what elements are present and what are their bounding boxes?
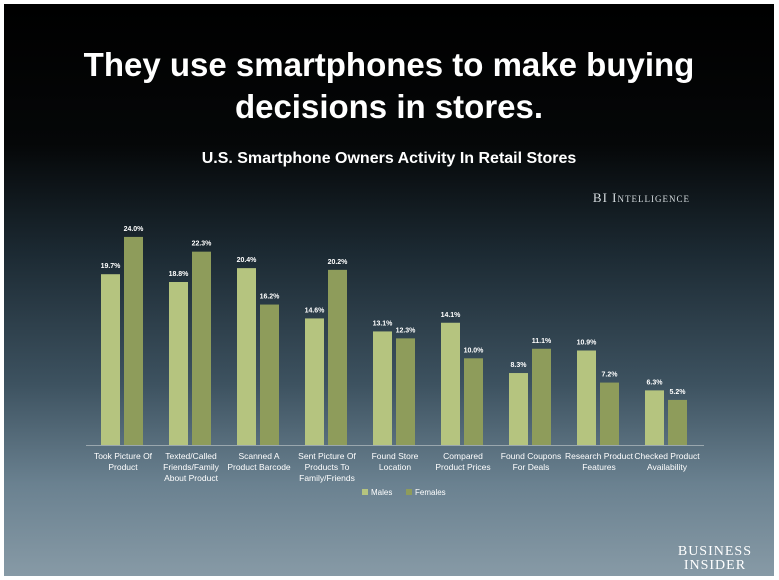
bar-females-5 (464, 358, 483, 445)
bar-females-7 (600, 382, 619, 445)
bar-males-4 (373, 331, 392, 445)
bar-males-7 (577, 350, 596, 445)
category-label-1: Texted/Called Friends/Family About Product (163, 451, 219, 483)
data-label-females-0: 24.0% (124, 226, 145, 233)
data-label-males-8: 6.3% (647, 379, 664, 386)
category-label-line: Found Store (372, 451, 419, 461)
bar-males-2 (237, 268, 256, 445)
data-label-males-1: 18.8% (169, 271, 190, 278)
category-label-line: Friends/Family (163, 462, 219, 472)
publisher-line-2: INSIDER (683, 558, 747, 573)
bar-females-6 (532, 348, 551, 445)
category-label-line: Found Coupons (501, 451, 562, 461)
category-label-line: Family/Friends (299, 473, 355, 483)
category-label-line: Checked Product (634, 451, 700, 461)
data-label-males-4: 13.1% (373, 320, 394, 327)
category-label-2: Scanned A Product Barcode (227, 451, 291, 472)
bar-males-3 (305, 318, 324, 445)
bar-males-5 (441, 322, 460, 445)
data-label-females-1: 22.3% (192, 241, 213, 248)
category-label-line: About Product (164, 473, 219, 483)
category-label-3: Sent Picture Of Products To Family/Friends (298, 451, 356, 483)
category-label-line: Products To (305, 462, 350, 472)
category-label-line: Product Prices (435, 462, 490, 472)
business-insider-logo: BUSINESS INSIDER (678, 545, 752, 573)
bar-females-8 (668, 399, 687, 445)
data-label-males-6: 8.3% (511, 362, 528, 369)
data-label-females-5: 10.0% (464, 347, 485, 354)
data-label-females-4: 12.3% (396, 327, 417, 334)
data-label-females-8: 5.2% (670, 389, 687, 396)
data-label-males-3: 14.6% (305, 307, 326, 314)
category-label-line: Availability (647, 462, 688, 472)
data-label-females-7: 7.2% (602, 372, 619, 379)
chart-title: U.S. Smartphone Owners Activity In Retai… (201, 150, 577, 167)
bar-females-1 (192, 251, 211, 445)
category-label-8: Checked Product Availability (634, 451, 700, 472)
bar-females-3 (328, 269, 347, 445)
data-label-males-7: 10.9% (577, 339, 598, 346)
category-label-4: Found Store Location (372, 451, 419, 472)
category-label-line: Location (379, 462, 411, 472)
category-label-line: Texted/Called (165, 451, 217, 461)
legend-swatch-females (406, 489, 412, 495)
data-label-males-0: 19.7% (101, 263, 122, 270)
data-label-females-2: 16.2% (260, 294, 281, 301)
publisher-line-1: BUSINESS (677, 544, 752, 559)
category-label-line: Product (108, 462, 138, 472)
headline: They use smartphones to make buying deci… (83, 46, 695, 125)
bar-males-8 (645, 390, 664, 445)
bar-females-4 (396, 338, 415, 445)
category-label-line: Scanned A (238, 451, 279, 461)
data-label-females-6: 11.1% (532, 338, 552, 345)
data-label-females-3: 20.2% (328, 259, 349, 266)
category-label-line: Research Product (565, 451, 634, 461)
bar-chart: 19.7% 24.0% Took Picture Of Product 18.8% 22.… (86, 226, 704, 497)
category-label-line: Sent Picture Of (298, 451, 356, 461)
bar-females-0 (124, 236, 143, 445)
legend-swatch-males (362, 489, 368, 495)
category-label-line: For Deals (513, 462, 550, 472)
legend-label-females: Females (415, 488, 446, 497)
slide: They use smartphones to make buying deci… (4, 4, 774, 576)
category-label-line: Product Barcode (227, 462, 291, 472)
category-label-7: Research Product Features (565, 451, 634, 472)
data-label-males-2: 20.4% (237, 257, 258, 264)
bi-intelligence-brand: BI Intelligence (592, 190, 690, 205)
bar-males-1 (169, 282, 188, 445)
bar-males-0 (101, 274, 120, 445)
category-label-line: Compared (443, 451, 483, 461)
category-label-6: Found Coupons For Deals (501, 451, 562, 472)
bar-females-2 (260, 304, 279, 445)
category-label-line: Features (582, 462, 616, 472)
category-label-line: Took Picture Of (94, 451, 153, 461)
data-label-males-5: 14.1% (441, 312, 462, 319)
bar-males-6 (509, 373, 528, 445)
legend-label-males: Males (371, 488, 392, 497)
category-label-0: Took Picture Of Product (94, 451, 153, 472)
category-label-5: Compared Product Prices (435, 451, 490, 472)
